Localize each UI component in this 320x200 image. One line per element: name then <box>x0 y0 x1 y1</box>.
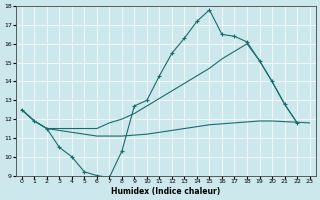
X-axis label: Humidex (Indice chaleur): Humidex (Indice chaleur) <box>111 187 220 196</box>
